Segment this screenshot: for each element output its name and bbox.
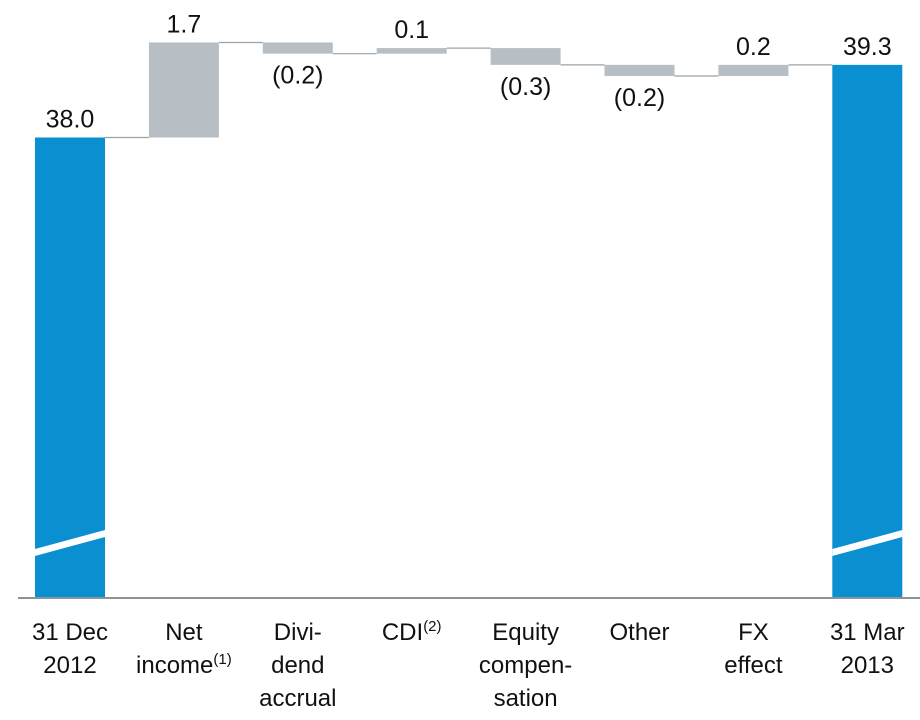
- data-label-2: (0.2): [272, 62, 323, 90]
- bar-0: [35, 137, 105, 598]
- category-label-2-1: dend: [271, 652, 324, 679]
- category-footnote-3: (2): [423, 618, 441, 635]
- category-label-4-2: sation: [494, 685, 558, 712]
- category-label-1-0: Net: [165, 619, 203, 646]
- axis-break-mark: [832, 530, 903, 556]
- bar-7: [832, 64, 903, 598]
- category-label-3-0: CDI(2): [382, 618, 442, 646]
- category-label-4-0: Equity: [492, 619, 559, 646]
- bar-5: [604, 64, 675, 77]
- category-label-1-1: income(1): [136, 651, 232, 679]
- category-label-2-0: Divi-: [274, 619, 322, 646]
- category-label-0-1: 2012: [43, 652, 96, 679]
- data-label-0: 38.0: [46, 106, 95, 134]
- bar-4: [490, 48, 561, 65]
- category-label-6-1: effect: [724, 652, 783, 679]
- bar-3: [376, 48, 447, 54]
- category-labels-layer: 31 Dec 2012 Net income(1) Divi-dend accrual CD…: [32, 618, 905, 712]
- bars-layer: [35, 42, 903, 598]
- category-label-2-2: accrual: [259, 685, 336, 712]
- category-label-6-0: FX: [738, 619, 769, 646]
- category-label-7-0: 31 Mar: [830, 619, 905, 646]
- category-label-4-1: compen-: [479, 652, 572, 679]
- data-label-5: (0.2): [614, 84, 665, 112]
- category-footnote-1: (1): [213, 651, 231, 668]
- axis-break-mark: [35, 530, 105, 556]
- category-label-5-0: Other: [609, 619, 669, 646]
- category-label-7-1: 2013: [841, 652, 894, 679]
- value-labels-layer: 38.0 1.7 (0.2) 0.1 (0.3) (0.2) 0.2 39.3: [46, 11, 892, 134]
- connectors-layer: [105, 41, 833, 139]
- data-label-6: 0.2: [736, 33, 771, 61]
- data-label-1: 1.7: [167, 11, 202, 39]
- bar-1: [148, 42, 219, 138]
- bar-6: [718, 64, 789, 77]
- data-label-4: (0.3): [500, 73, 551, 101]
- data-label-3: 0.1: [394, 16, 429, 44]
- category-label-0-0: 31 Dec: [32, 619, 108, 646]
- bar-2: [262, 42, 333, 54]
- data-label-7: 39.3: [843, 33, 892, 61]
